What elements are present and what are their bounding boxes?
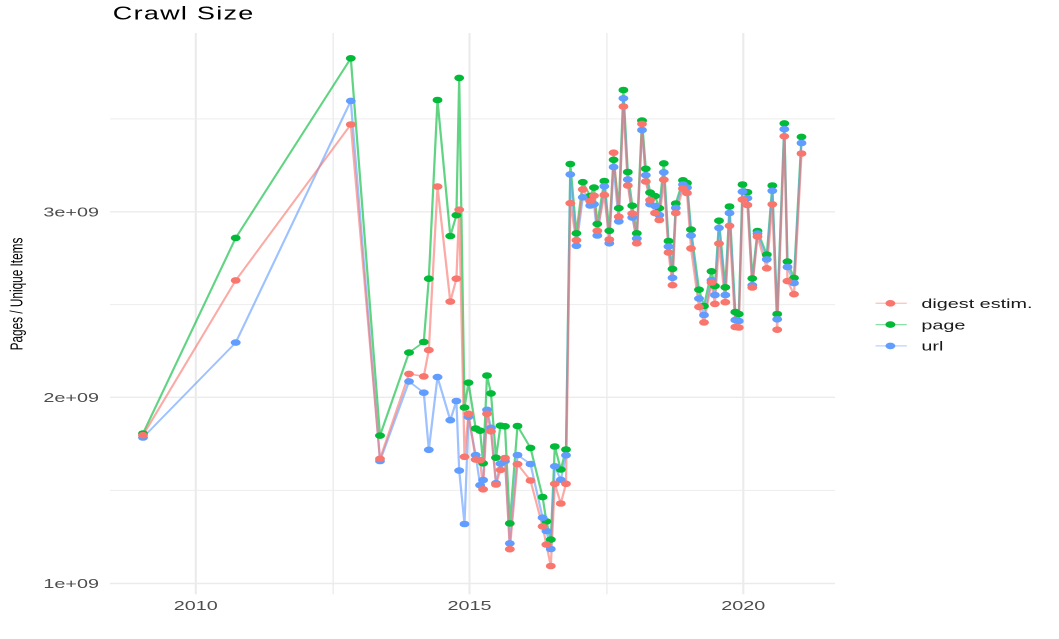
svg-text:2e+09: 2e+09 — [43, 390, 99, 405]
svg-text:url: url — [921, 339, 943, 354]
svg-text:2020: 2020 — [721, 598, 765, 613]
svg-text:2010: 2010 — [174, 598, 218, 613]
svg-text:Crawl Size: Crawl Size — [113, 3, 255, 23]
svg-text:Pages / Unique Items: Pages / Unique Items — [7, 238, 27, 351]
svg-text:page: page — [921, 318, 965, 333]
svg-text:2015: 2015 — [447, 598, 491, 613]
svg-text:digest estim.: digest estim. — [921, 296, 1032, 311]
svg-text:1e+09: 1e+09 — [43, 576, 99, 591]
svg-text:3e+09: 3e+09 — [43, 205, 99, 220]
